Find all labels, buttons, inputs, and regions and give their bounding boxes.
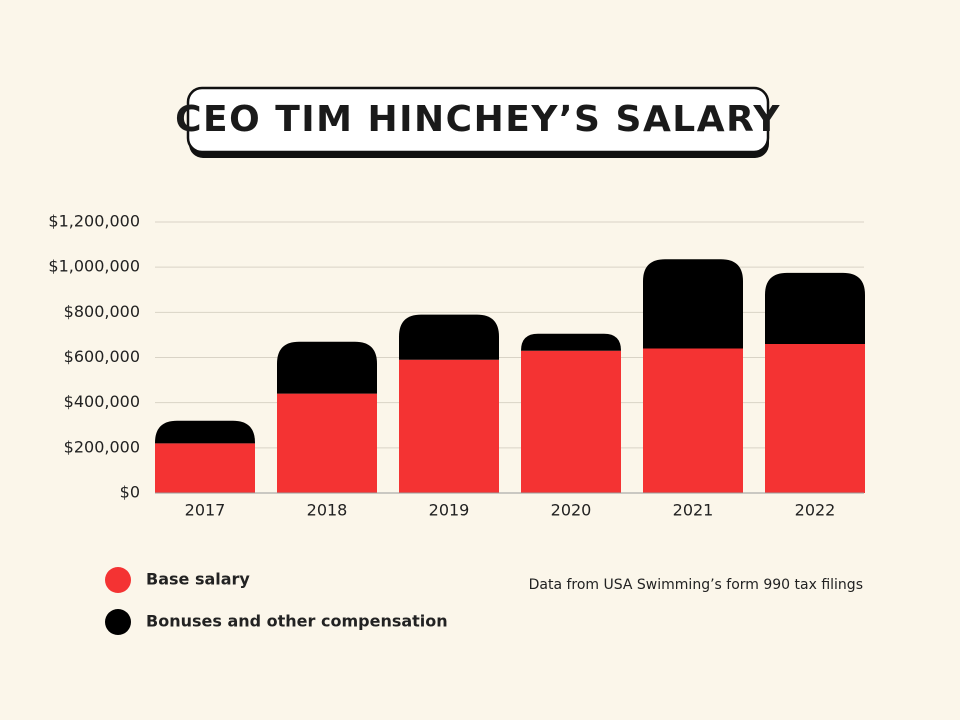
bar-segment — [277, 341, 377, 394]
bar-segment — [399, 314, 499, 360]
y-tick-label: $0 — [120, 483, 140, 502]
y-tick-label: $600,000 — [64, 347, 140, 366]
title-box — [186, 86, 770, 154]
x-tick-label: 2019 — [429, 501, 470, 520]
y-tick-label: $1,200,000 — [48, 212, 140, 231]
bar-segment — [521, 350, 621, 493]
y-tick-label: $800,000 — [64, 302, 140, 321]
bar-segment — [155, 443, 255, 493]
y-tick-label: $400,000 — [64, 392, 140, 411]
legend-label: Base salary — [146, 570, 250, 589]
legend-label: Bonuses and other compensation — [146, 612, 448, 631]
bar-segment — [765, 343, 865, 493]
x-tick-label: 2018 — [307, 501, 348, 520]
legend-swatch — [105, 567, 131, 593]
bar-segment — [765, 272, 865, 344]
bar-segment — [643, 259, 743, 349]
bar-segment — [521, 333, 621, 351]
x-tick-label: 2022 — [795, 501, 836, 520]
bar-segment — [277, 393, 377, 493]
legend-swatch — [105, 609, 131, 635]
bar-segment — [155, 420, 255, 444]
chart-title: CEO TIM HINCHEY’S SALARY — [175, 99, 781, 140]
bar-segment — [399, 359, 499, 493]
x-tick-label: 2021 — [673, 501, 714, 520]
x-tick-label: 2020 — [551, 501, 592, 520]
bar-segment — [643, 348, 743, 493]
source-note: Data from USA Swimming’s form 990 tax fi… — [529, 577, 863, 593]
x-tick-label: 2017 — [185, 501, 226, 520]
y-tick-label: $200,000 — [64, 437, 140, 456]
y-tick-label: $1,000,000 — [48, 257, 140, 276]
